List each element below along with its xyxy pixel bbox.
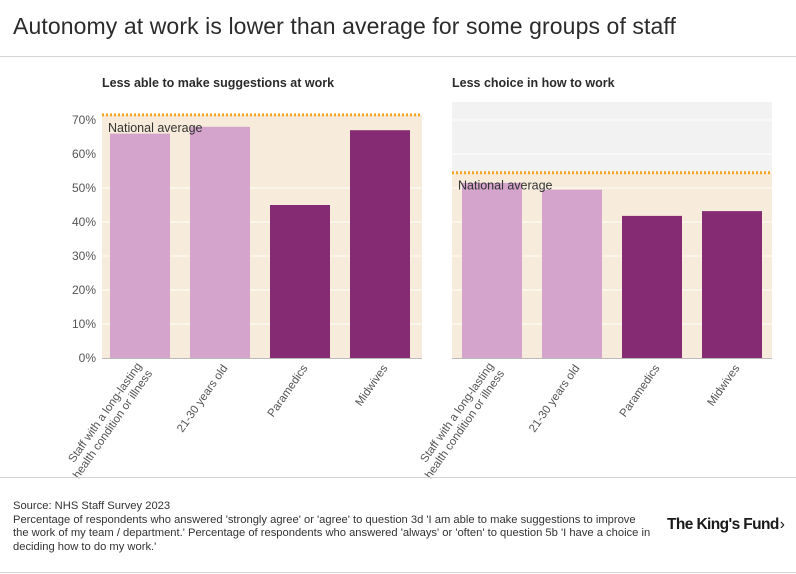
x-tick-label-line: Midwives	[353, 363, 390, 409]
y-tick-label: 70%	[72, 113, 96, 127]
panel-title-left: Less able to make suggestions at work	[102, 76, 334, 90]
y-tick-label: 30%	[72, 249, 96, 263]
footer-divider	[0, 477, 796, 478]
plot-background-upper-right	[452, 102, 772, 173]
bottom-divider	[0, 572, 796, 573]
x-tick-label-right-2: 21-30 years old	[527, 363, 582, 435]
chart-title: Autonomy at work is lower than average f…	[13, 13, 676, 39]
y-tick-label: 0%	[79, 351, 97, 365]
x-tick-label-line: 21-30 years old	[175, 363, 230, 435]
kings-fund-logo: The King's Fund›	[667, 516, 785, 534]
national-average-label-left: National average	[108, 121, 203, 135]
national-average-label-right: National average	[458, 179, 553, 193]
chart-area: Less able to make suggestions at work 0% 1…	[61, 76, 772, 480]
x-tick-label-left-3: Paramedics	[266, 363, 311, 420]
x-tick-label-left-2: 21-30 years old	[175, 363, 230, 435]
x-tick-label-line: Midwives	[705, 363, 742, 409]
logo-text: The King's Fund	[667, 516, 779, 533]
bar-left-3	[270, 205, 330, 358]
y-tick-label: 60%	[72, 147, 96, 161]
x-tick-label-line: 21-30 years old	[527, 363, 582, 435]
bar-left-2	[190, 126, 250, 358]
x-tick-label-right-3: Paramedics	[618, 363, 663, 420]
x-tick-label-line: Staff with a long-lasting	[419, 361, 497, 465]
x-tick-label-line: Paramedics	[618, 363, 663, 420]
y-tick-label: 20%	[72, 283, 96, 297]
y-tick-label: 40%	[72, 215, 96, 229]
x-tick-label-line: Staff with a long-lasting	[67, 361, 145, 465]
x-tick-label-right-4: Midwives	[705, 363, 742, 409]
bar-right-3	[622, 215, 682, 358]
methodology-note: Percentage of respondents who answered '…	[13, 513, 651, 553]
bar-left-1	[110, 133, 170, 358]
source-line: Source: NHS Staff Survey 2023	[13, 500, 171, 512]
y-tick-label: 10%	[72, 317, 96, 331]
bar-left-4	[350, 130, 410, 358]
y-tick-label: 50%	[72, 181, 96, 195]
panel-title-right: Less choice in how to work	[452, 76, 615, 90]
title-divider	[0, 56, 796, 57]
x-tick-label-left-1: Staff with a long-lastinghealth conditio…	[61, 361, 156, 480]
chevron-right-icon: ›	[779, 516, 785, 533]
bar-right-2	[542, 189, 602, 358]
x-tick-label-line: health condition or illness	[423, 368, 507, 480]
x-tick-label-line: Paramedics	[266, 363, 311, 420]
bar-right-1	[462, 182, 522, 358]
bar-right-4	[702, 211, 762, 358]
x-tick-label-right-1: Staff with a long-lastinghealth conditio…	[413, 361, 508, 480]
source-notes: Source: NHS Staff Survey 2023 Percentage…	[13, 500, 653, 554]
x-tick-label-line: health condition or illness	[71, 368, 155, 480]
x-tick-label-left-4: Midwives	[353, 363, 390, 409]
